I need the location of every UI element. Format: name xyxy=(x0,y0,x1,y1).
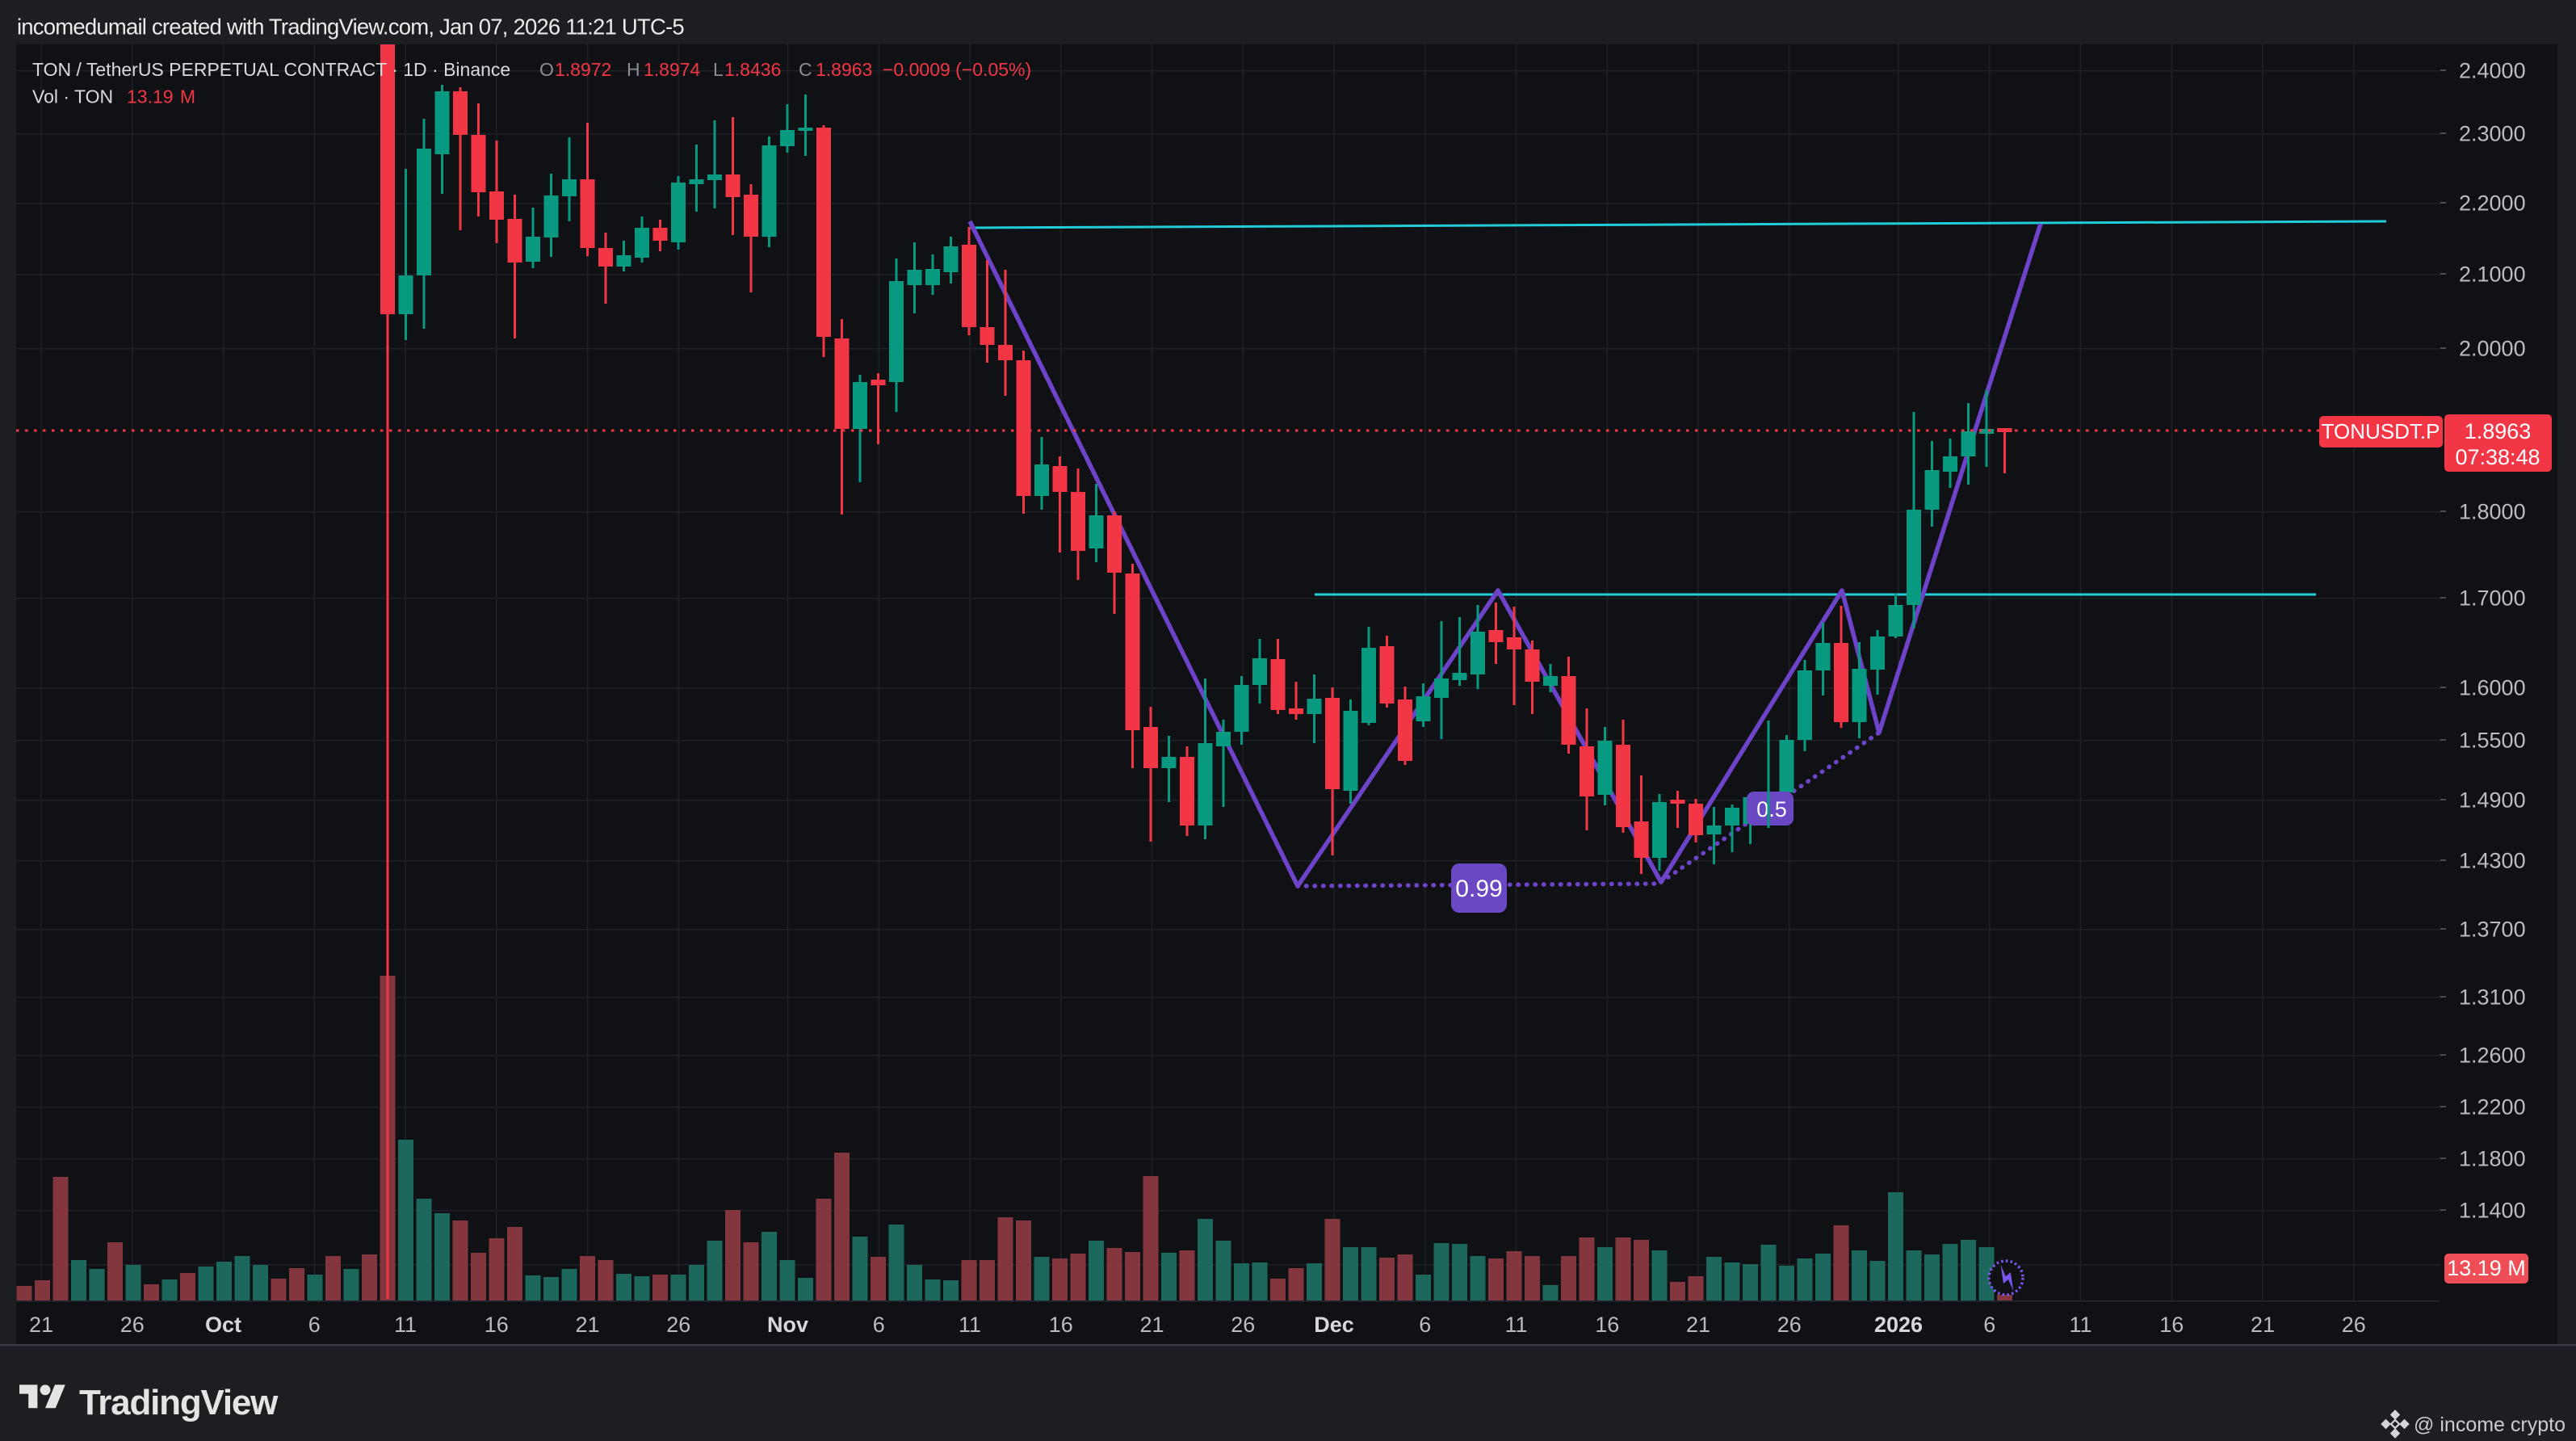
svg-text:1.8963: 1.8963 xyxy=(2465,419,2532,443)
svg-text:2.2000: 2.2000 xyxy=(2459,191,2526,216)
svg-text:11: 11 xyxy=(1504,1313,1527,1337)
svg-text:6: 6 xyxy=(873,1313,885,1337)
svg-text:1.8436: 1.8436 xyxy=(724,59,781,80)
svg-text:11: 11 xyxy=(394,1313,417,1337)
svg-text:6: 6 xyxy=(1983,1313,1995,1337)
svg-text:H: H xyxy=(627,59,640,80)
svg-text:1.3700: 1.3700 xyxy=(2459,918,2526,942)
svg-text:11: 11 xyxy=(2069,1313,2091,1337)
svg-text:11: 11 xyxy=(959,1313,981,1337)
svg-text:1.8000: 1.8000 xyxy=(2459,500,2526,524)
svg-text:13.19 M: 13.19 M xyxy=(2447,1256,2526,1280)
svg-text:incomedumail created with Trad: incomedumail created with TradingView.co… xyxy=(17,15,684,40)
svg-text:−0.0009 (−0.05%): −0.0009 (−0.05%) xyxy=(883,59,1031,80)
svg-text:07:38:48: 07:38:48 xyxy=(2455,445,2540,469)
svg-text:21: 21 xyxy=(575,1313,599,1337)
svg-text:21: 21 xyxy=(29,1313,53,1337)
svg-text:1.4300: 1.4300 xyxy=(2459,849,2526,873)
svg-text:Oct: Oct xyxy=(205,1313,241,1337)
svg-text:1.7000: 1.7000 xyxy=(2459,586,2526,611)
svg-text:@ income crypto: @ income crypto xyxy=(2414,1414,2566,1436)
svg-text:Nov: Nov xyxy=(767,1313,808,1337)
svg-text:1.6000: 1.6000 xyxy=(2459,676,2526,700)
svg-text:26: 26 xyxy=(2342,1313,2366,1337)
svg-text:1.2600: 1.2600 xyxy=(2459,1044,2526,1068)
svg-text:TON / TetherUS PERPETUAL CONTR: TON / TetherUS PERPETUAL CONTRACT · 1D ·… xyxy=(32,59,510,80)
svg-text:O: O xyxy=(539,59,554,80)
svg-text:2026: 2026 xyxy=(1874,1313,1923,1337)
svg-text:16: 16 xyxy=(1049,1313,1073,1337)
svg-text:26: 26 xyxy=(666,1313,690,1337)
svg-text:16: 16 xyxy=(2159,1313,2184,1337)
svg-text:1.8963: 1.8963 xyxy=(816,59,872,80)
svg-text:1.2200: 1.2200 xyxy=(2459,1095,2526,1120)
svg-text:C: C xyxy=(799,59,812,80)
svg-text:16: 16 xyxy=(485,1313,509,1337)
svg-text:21: 21 xyxy=(2251,1313,2275,1337)
svg-text:16: 16 xyxy=(1595,1313,1619,1337)
svg-text:2.1000: 2.1000 xyxy=(2459,263,2526,287)
svg-text:13.19 M: 13.19 M xyxy=(127,86,195,107)
svg-text:2.3000: 2.3000 xyxy=(2459,122,2526,146)
svg-text:1.3100: 1.3100 xyxy=(2459,985,2526,1010)
svg-text:26: 26 xyxy=(120,1313,145,1337)
svg-text:Vol · TON: Vol · TON xyxy=(32,86,113,107)
svg-text:6: 6 xyxy=(1419,1313,1431,1337)
svg-text:2.0000: 2.0000 xyxy=(2459,337,2526,361)
svg-text:26: 26 xyxy=(1231,1313,1255,1337)
svg-text:1.8972: 1.8972 xyxy=(555,59,611,80)
svg-text:Dec: Dec xyxy=(1314,1313,1354,1337)
svg-text:6: 6 xyxy=(308,1313,321,1337)
svg-text:1.1400: 1.1400 xyxy=(2459,1199,2526,1223)
svg-text:0.5: 0.5 xyxy=(1756,797,1787,821)
svg-text:0.99: 0.99 xyxy=(1455,876,1502,902)
svg-text:1.5500: 1.5500 xyxy=(2459,729,2526,753)
svg-text:TradingView: TradingView xyxy=(79,1383,279,1422)
svg-text:26: 26 xyxy=(1777,1313,1802,1337)
svg-text:1.8974: 1.8974 xyxy=(644,59,701,80)
svg-text:2.4000: 2.4000 xyxy=(2459,59,2526,83)
svg-text:L: L xyxy=(713,59,724,80)
svg-text:1.1800: 1.1800 xyxy=(2459,1147,2526,1171)
svg-text:21: 21 xyxy=(1686,1313,1710,1337)
svg-text:TONUSDT.P: TONUSDT.P xyxy=(2322,419,2440,443)
svg-text:1.4900: 1.4900 xyxy=(2459,788,2526,813)
svg-text:21: 21 xyxy=(1139,1313,1164,1337)
